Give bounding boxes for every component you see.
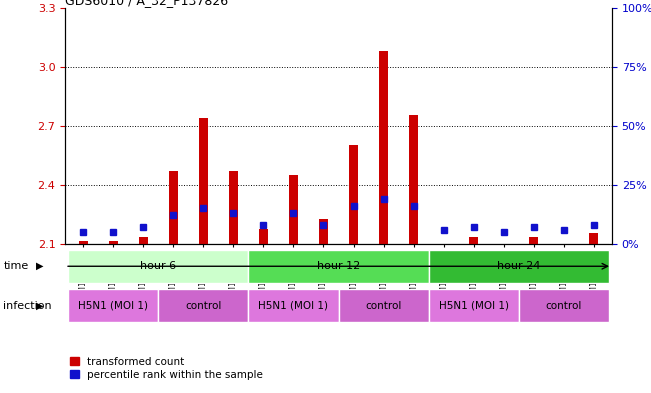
Bar xyxy=(79,241,88,244)
Text: control: control xyxy=(365,301,402,310)
Text: hour 24: hour 24 xyxy=(497,261,540,271)
Bar xyxy=(249,250,428,283)
Bar xyxy=(379,51,388,244)
Bar xyxy=(469,237,478,244)
Text: hour 12: hour 12 xyxy=(317,261,360,271)
Bar xyxy=(559,244,568,247)
Bar xyxy=(68,289,158,322)
Text: control: control xyxy=(185,301,221,310)
Bar xyxy=(428,289,519,322)
Bar xyxy=(229,171,238,244)
Text: H5N1 (MOI 1): H5N1 (MOI 1) xyxy=(78,301,148,310)
Bar xyxy=(529,237,538,244)
Text: GDS6010 / A_32_P137826: GDS6010 / A_32_P137826 xyxy=(65,0,229,7)
Text: infection: infection xyxy=(3,301,52,310)
Text: time: time xyxy=(3,261,29,271)
Bar xyxy=(349,145,358,244)
Bar xyxy=(409,115,418,244)
Bar xyxy=(339,289,428,322)
Legend: transformed count, percentile rank within the sample: transformed count, percentile rank withi… xyxy=(70,357,263,380)
Bar xyxy=(428,250,609,283)
Text: H5N1 (MOI 1): H5N1 (MOI 1) xyxy=(258,301,329,310)
Bar xyxy=(158,289,249,322)
Text: ▶: ▶ xyxy=(36,261,44,271)
Bar xyxy=(259,229,268,244)
Text: control: control xyxy=(546,301,582,310)
Bar xyxy=(519,289,609,322)
Bar xyxy=(139,237,148,244)
Text: H5N1 (MOI 1): H5N1 (MOI 1) xyxy=(439,301,508,310)
Bar xyxy=(109,241,118,244)
Bar xyxy=(319,219,328,244)
Bar xyxy=(169,171,178,244)
Bar xyxy=(68,250,249,283)
Text: ▶: ▶ xyxy=(36,301,44,310)
Bar xyxy=(589,233,598,244)
Bar xyxy=(199,118,208,244)
Bar xyxy=(439,244,448,246)
Bar xyxy=(289,175,298,244)
Bar xyxy=(249,289,339,322)
Text: hour 6: hour 6 xyxy=(140,261,176,271)
